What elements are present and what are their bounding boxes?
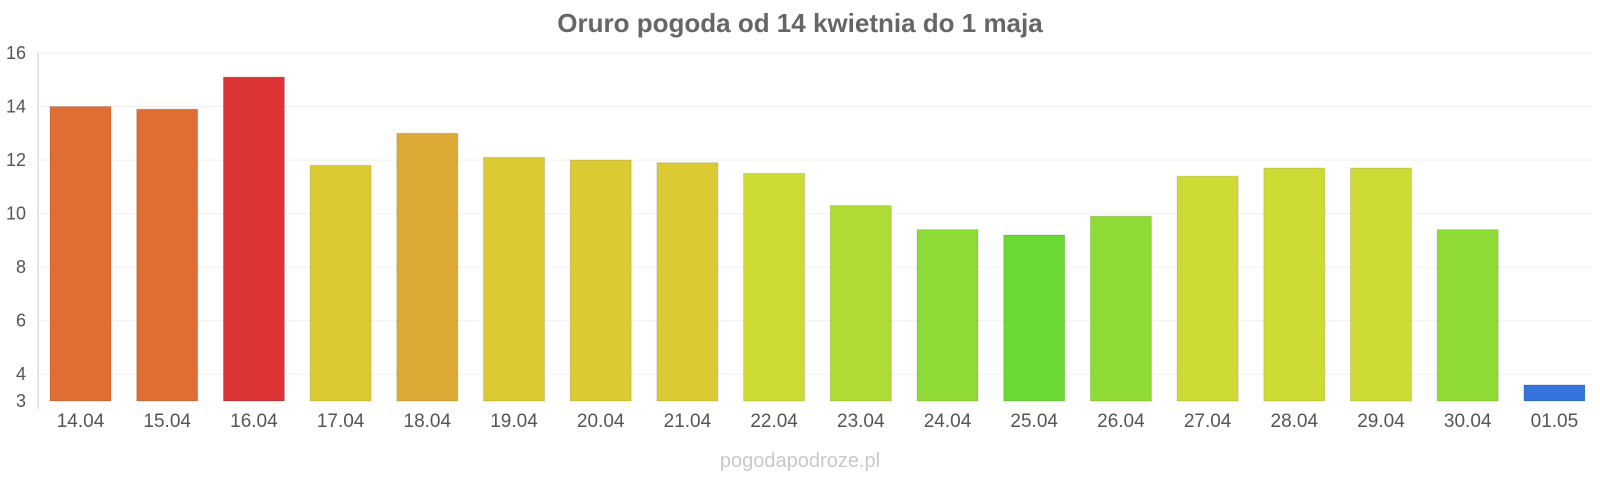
y-tick-label: 14 (6, 97, 26, 117)
bar (1089, 215, 1152, 402)
x-tick-label: 18.04 (404, 411, 452, 432)
x-tick-label: 14.04 (57, 411, 105, 432)
x-tick-label: 01.05 (1531, 411, 1579, 432)
y-tick-label: 12 (6, 150, 26, 170)
x-tick-label: 25.04 (1010, 411, 1058, 432)
x-axis: 14.04 15.04 16.04 17.04 18.04 19.04 20.04 21.04… (57, 411, 1578, 432)
bar (1523, 384, 1586, 402)
y-tick-label: 16 (6, 43, 26, 63)
bar (569, 159, 632, 402)
x-tick-label: 16.04 (230, 411, 278, 432)
bar (916, 229, 979, 402)
bar (1436, 229, 1499, 402)
bar (222, 76, 285, 402)
y-tick-label: 6 (16, 311, 26, 331)
x-tick-label: 27.04 (1184, 411, 1232, 432)
bar (396, 132, 459, 402)
y-axis: 3 4 6 8 10 12 14 16 (6, 43, 39, 411)
x-tick-label: 19.04 (490, 411, 538, 432)
x-tick-label: 24.04 (924, 411, 972, 432)
x-tick-label: 21.04 (664, 411, 712, 432)
y-tick-label: 10 (6, 204, 26, 224)
bar (829, 205, 892, 402)
bar (49, 106, 112, 402)
bar (1263, 167, 1326, 402)
x-tick-label: 23.04 (837, 411, 885, 432)
bars (49, 76, 1586, 402)
bar (1003, 234, 1066, 402)
y-tick-label: 8 (16, 257, 26, 277)
x-tick-label: 15.04 (143, 411, 191, 432)
bar (1350, 167, 1412, 402)
bar (483, 156, 545, 402)
grid-lines (38, 52, 1592, 375)
watermark: pogodapodroze.pl (719, 450, 881, 472)
x-tick-label: 20.04 (577, 411, 625, 432)
x-tick-label: 17.04 (317, 411, 365, 432)
x-tick-label: 22.04 (750, 411, 798, 432)
y-tick-label: 3 (16, 391, 26, 411)
bar (309, 164, 372, 402)
x-tick-label: 30.04 (1444, 411, 1492, 432)
x-tick-label: 26.04 (1097, 411, 1145, 432)
x-tick-label: 29.04 (1357, 411, 1405, 432)
x-tick-label: 28.04 (1271, 411, 1319, 432)
bar (1176, 175, 1239, 402)
bar (656, 162, 719, 402)
bar (136, 108, 199, 402)
chart-title: Oruro pogoda od 14 kwietnia do 1 maja (557, 8, 1043, 38)
bar (743, 172, 806, 402)
y-tick-label: 4 (16, 364, 26, 384)
